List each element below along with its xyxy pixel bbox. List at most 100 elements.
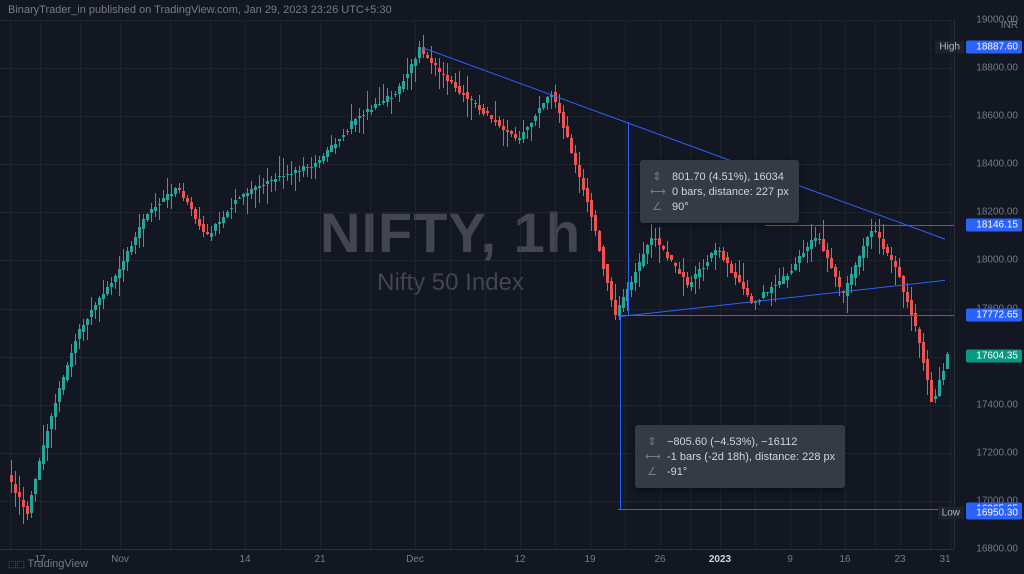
candle xyxy=(70,344,73,377)
candle xyxy=(182,183,185,201)
grid-horizontal xyxy=(0,212,954,213)
candle xyxy=(834,264,837,287)
candle xyxy=(282,158,285,189)
candle xyxy=(930,372,933,402)
candle xyxy=(786,273,789,288)
candle xyxy=(718,247,721,259)
candle xyxy=(826,243,829,272)
candle xyxy=(234,189,237,214)
candle xyxy=(418,41,421,63)
x-axis-label: 23 xyxy=(894,554,905,565)
candle xyxy=(562,105,565,139)
horizontal-line[interactable] xyxy=(765,225,954,226)
grid-horizontal xyxy=(0,501,954,502)
candle xyxy=(178,183,181,194)
candle xyxy=(210,226,213,242)
candle xyxy=(522,120,525,143)
candle xyxy=(198,207,201,230)
tooltip-text: -1 bars (-2d 18h), distance: 228 px xyxy=(667,451,835,463)
candle xyxy=(22,487,25,524)
candle xyxy=(86,318,89,341)
candle xyxy=(906,283,909,308)
price-side-label: Low xyxy=(938,506,964,519)
candle xyxy=(46,424,49,461)
candle xyxy=(434,58,437,76)
x-axis-label: 21 xyxy=(314,554,325,565)
candle xyxy=(846,276,849,314)
candle xyxy=(578,152,581,193)
candle xyxy=(342,129,345,141)
candle xyxy=(894,256,897,285)
candle xyxy=(130,241,133,255)
candle xyxy=(254,185,257,208)
candle xyxy=(638,253,641,286)
grid-vertical xyxy=(80,20,81,549)
candle xyxy=(190,197,193,217)
measure-line[interactable] xyxy=(620,315,621,509)
tooltip-icon: ⟷ xyxy=(650,185,664,198)
y-axis-label: 16800.00 xyxy=(976,544,1018,555)
candle xyxy=(50,413,53,448)
candle xyxy=(866,236,869,258)
candle xyxy=(526,126,529,138)
candle xyxy=(546,96,549,110)
candle xyxy=(650,224,653,258)
candle xyxy=(274,173,277,191)
candle xyxy=(486,107,489,116)
candle xyxy=(726,252,729,276)
candle xyxy=(298,166,301,182)
grid-vertical xyxy=(520,20,521,549)
candle xyxy=(854,262,857,286)
candle xyxy=(290,161,293,185)
candle xyxy=(582,169,585,195)
x-axis-label: Dec xyxy=(406,554,424,565)
candle xyxy=(94,302,97,319)
time-axis[interactable]: 17Nov1421Dec12192620239162331 xyxy=(0,549,954,574)
candle xyxy=(26,501,29,520)
candle xyxy=(706,255,709,269)
trendline[interactable] xyxy=(620,280,945,317)
candle xyxy=(386,88,389,106)
candle xyxy=(406,58,409,90)
candle xyxy=(110,277,113,295)
x-axis-label: 19 xyxy=(584,554,595,565)
y-axis-label: 18000.00 xyxy=(976,255,1018,266)
candle xyxy=(910,287,913,331)
candle xyxy=(242,193,245,205)
candle xyxy=(414,57,417,81)
candle xyxy=(74,334,77,366)
candle xyxy=(802,240,805,258)
price-tag: 17772.65 xyxy=(966,309,1022,322)
x-axis-label: 31 xyxy=(939,554,950,565)
candle xyxy=(810,224,813,262)
candle xyxy=(478,95,481,115)
candle xyxy=(374,98,377,110)
candle xyxy=(474,100,477,108)
horizontal-line[interactable] xyxy=(618,509,954,510)
grid-horizontal xyxy=(0,405,954,406)
chart-plot-area[interactable]: ⇕801.70 (4.51%), 16034⟷0 bars, distance:… xyxy=(0,20,954,549)
candle xyxy=(610,277,613,307)
tooltip-icon: ∠ xyxy=(645,465,659,478)
candle xyxy=(314,155,317,179)
candle xyxy=(402,74,405,92)
tooltip-text: -91° xyxy=(667,466,687,478)
candle xyxy=(518,131,521,144)
grid-horizontal xyxy=(0,357,954,358)
candle xyxy=(470,96,473,120)
measure-line[interactable] xyxy=(628,122,629,315)
tooltip-row: ∠ -91° xyxy=(645,465,835,478)
candle xyxy=(370,105,373,115)
candle xyxy=(614,284,617,320)
candle xyxy=(466,76,469,118)
price-axis[interactable]: INR 19000.0018800.0018600.0018400.001820… xyxy=(954,20,1024,549)
grid-horizontal xyxy=(0,116,954,117)
candle xyxy=(914,304,917,332)
candle xyxy=(510,130,513,136)
candle xyxy=(54,394,57,430)
candle xyxy=(398,83,401,102)
candle xyxy=(450,76,453,84)
grid-vertical xyxy=(320,20,321,549)
candle xyxy=(762,285,765,299)
horizontal-line[interactable] xyxy=(620,315,954,316)
